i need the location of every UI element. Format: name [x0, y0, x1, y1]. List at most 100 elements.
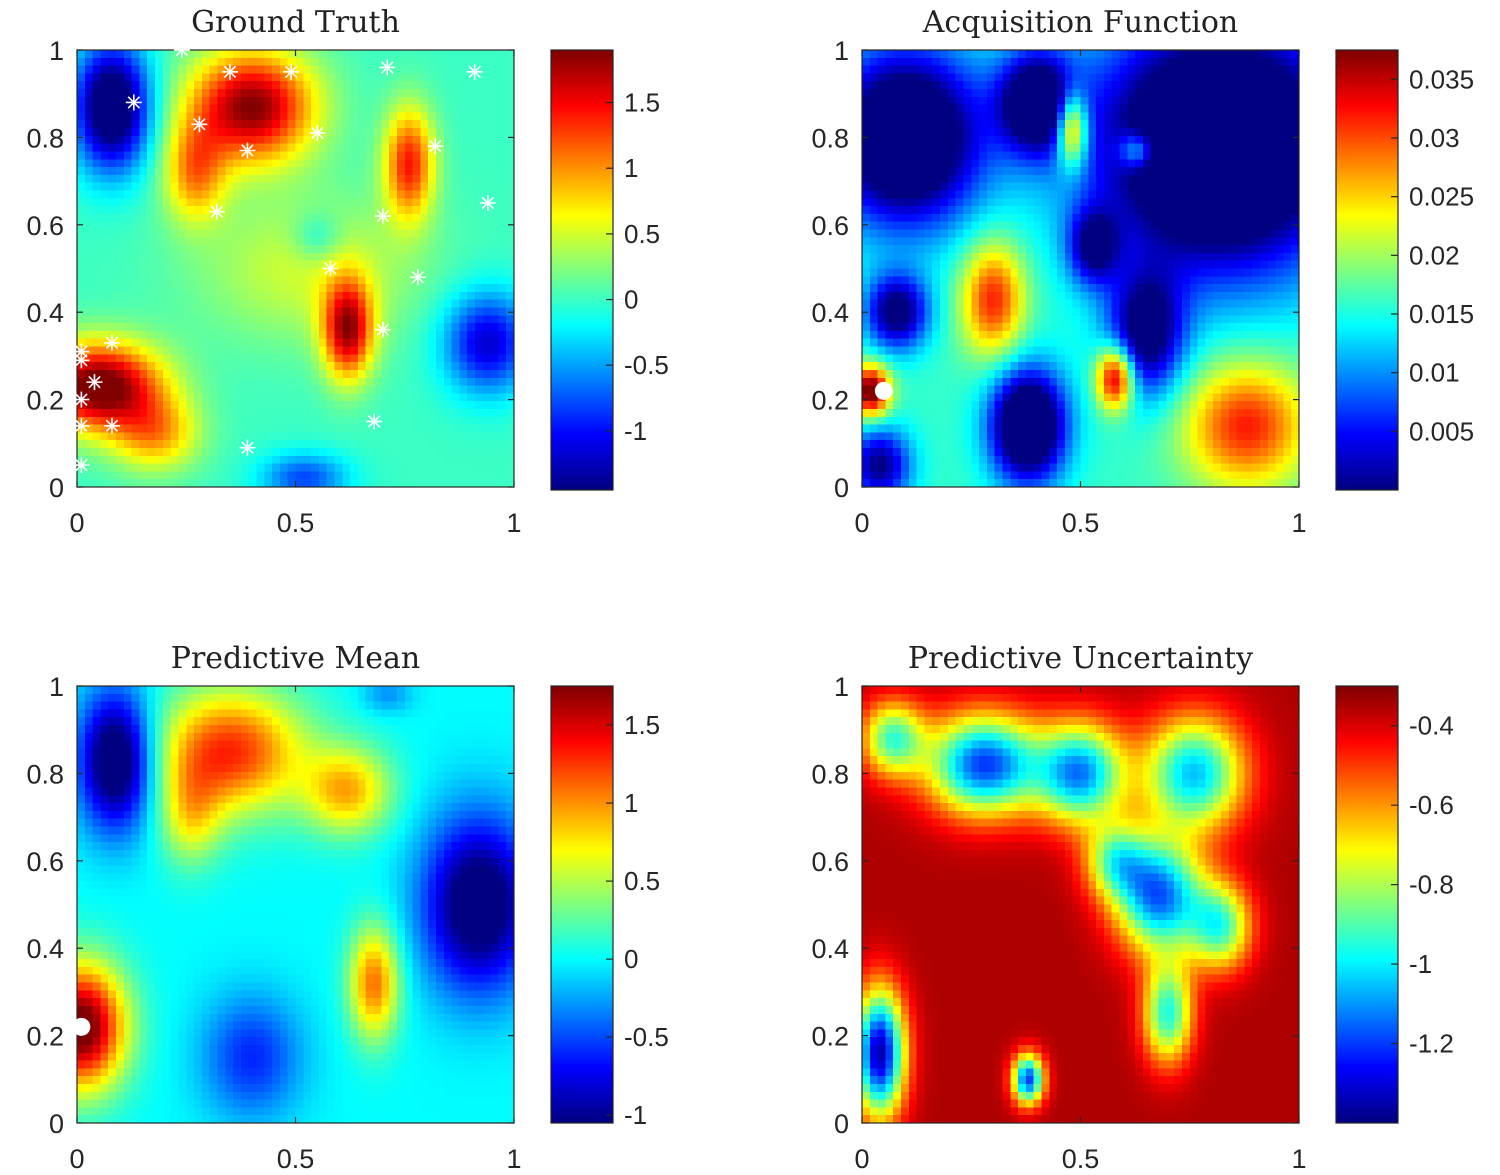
colorbar-tick-label: 0.02	[1409, 240, 1460, 270]
colorbar-tick-label: -0.8	[1409, 870, 1454, 900]
colorbar-tick-label: 1.5	[624, 710, 660, 740]
heatmap-image	[862, 686, 1299, 1123]
y-tick-label: 0.2	[811, 1022, 849, 1052]
sample-point-star	[374, 321, 391, 338]
sample-point-star	[221, 63, 238, 80]
sample-point-star	[427, 138, 444, 155]
y-tick-label: 0.8	[811, 123, 849, 153]
y-tick-label: 0.4	[26, 934, 64, 964]
y-tick-label: 0.4	[811, 934, 849, 964]
sample-point-star	[479, 194, 496, 211]
sample-point-star	[73, 457, 90, 474]
sample-point-star	[73, 417, 90, 434]
sample-point-star	[466, 63, 483, 80]
y-tick-label: 0.4	[811, 298, 849, 328]
colorbar: -1 -0.5 0 0.5 1 1.5	[550, 49, 669, 491]
colorbar-tick-label: -0.5	[624, 350, 669, 380]
colorbar-tick-label: -0.6	[1409, 790, 1454, 820]
y-tick-label: 0.8	[26, 759, 64, 789]
heatmap-image	[77, 686, 514, 1123]
y-tick-label: 0.6	[26, 211, 64, 241]
sample-point-star	[173, 42, 190, 58]
heatmap-image	[862, 50, 1299, 487]
colorbar-tick-label: 1	[624, 153, 638, 183]
colorbar-tick-label: 0	[624, 285, 638, 315]
sample-point-star	[309, 125, 326, 142]
colorbar: 0.005 0.01 0.015 0.02 0.025 0.03 0.035	[1335, 49, 1474, 491]
y-tick-label: 1	[834, 36, 849, 66]
y-tick-label: 1	[834, 672, 849, 702]
y-tick-label: 0.6	[26, 847, 64, 877]
subplot-title: Acquisition Function	[922, 5, 1238, 40]
sample-point-star	[73, 352, 90, 369]
sample-point-star	[322, 260, 339, 277]
y-tick-label: 0	[49, 473, 64, 503]
subplot-title: Predictive Mean	[171, 641, 420, 676]
colorbar-tick-label: 0.015	[1409, 299, 1474, 329]
colorbar-tick-label: 0.5	[624, 219, 660, 249]
y-tick-label: 0.4	[26, 298, 64, 328]
colorbar-frame	[1335, 49, 1399, 491]
y-tick-label: 0.2	[811, 386, 849, 416]
colorbar-tick-label: -0.4	[1409, 711, 1454, 741]
x-tick-label: 0	[854, 1144, 869, 1174]
colorbar-tick-label: 0.03	[1409, 123, 1460, 153]
subplot-4: Predictive Uncertainty 0 0.5 1 0 0.2 0.4 0.6 0.8…	[811, 641, 1453, 1174]
colorbar-tick-label: 0.025	[1409, 182, 1474, 212]
x-tick-label: 0.5	[277, 508, 315, 538]
subplot-title: Ground Truth	[191, 5, 400, 40]
colorbar-gradient	[551, 686, 613, 1123]
colorbar: -1.2 -1 -0.8 -0.6 -0.4	[1335, 685, 1454, 1124]
colorbar-tick-label: 0.035	[1409, 64, 1474, 94]
x-tick-label: 1	[506, 508, 521, 538]
sample-point-star	[103, 417, 120, 434]
y-tick-label: 1	[49, 672, 64, 702]
colorbar-frame	[550, 685, 614, 1124]
subplot-title: Predictive Uncertainty	[908, 641, 1253, 676]
y-tick-label: 0.8	[811, 759, 849, 789]
y-tick-label: 0.6	[811, 847, 849, 877]
next-query-point	[874, 381, 893, 400]
colorbar-gradient	[1336, 686, 1398, 1123]
heatmap-image	[77, 50, 514, 487]
colorbar-tick-label: -1	[624, 1100, 647, 1130]
sample-point-star	[125, 94, 142, 111]
y-tick-label: 0.2	[26, 1022, 64, 1052]
y-tick-label: 1	[49, 36, 64, 66]
colorbar-gradient	[551, 50, 613, 490]
subplot-1: Ground Truth 0 0.5 1 0 0.2 0.4 0.6 0.8 1 -1 -0.5 0 0.…	[26, 5, 668, 538]
sample-point-star	[374, 208, 391, 225]
x-tick-label: 0.5	[1062, 1144, 1100, 1174]
x-tick-label: 0.5	[277, 1144, 315, 1174]
colorbar-gradient	[1336, 50, 1398, 490]
sample-point-star	[379, 59, 396, 76]
x-tick-label: 1	[506, 1144, 521, 1174]
colorbar-tick-label: -1.2	[1409, 1029, 1454, 1059]
x-tick-label: 0	[854, 508, 869, 538]
colorbar-tick-label: -0.5	[624, 1022, 669, 1052]
sample-point-star	[239, 439, 256, 456]
sample-point-star	[86, 374, 103, 391]
y-tick-label: 0	[834, 1109, 849, 1139]
sample-point-star	[191, 116, 208, 133]
sample-point-star	[366, 413, 383, 430]
sample-point-star	[103, 334, 120, 351]
x-tick-label: 1	[1291, 508, 1306, 538]
colorbar-tick-label: -1	[1409, 949, 1432, 979]
colorbar-tick-label: 1.5	[624, 88, 660, 118]
colorbar-tick-label: -1	[624, 416, 647, 446]
x-tick-label: 0.5	[1062, 508, 1100, 538]
x-tick-label: 1	[1291, 1144, 1306, 1174]
colorbar-frame	[1335, 685, 1399, 1124]
sample-point-star	[73, 391, 90, 408]
subplot-3: Predictive Mean 0 0.5 1 0 0.2 0.4 0.6 0.8 1 -1 -0.5…	[26, 641, 668, 1174]
y-tick-label: 0.2	[26, 386, 64, 416]
x-tick-label: 0	[69, 1144, 84, 1174]
colorbar-tick-label: 0.01	[1409, 358, 1460, 388]
sample-point-star	[409, 269, 426, 286]
colorbar-tick-label: 1	[624, 788, 638, 818]
next-query-point	[72, 1017, 91, 1036]
x-tick-label: 0	[69, 508, 84, 538]
y-tick-label: 0.8	[26, 123, 64, 153]
